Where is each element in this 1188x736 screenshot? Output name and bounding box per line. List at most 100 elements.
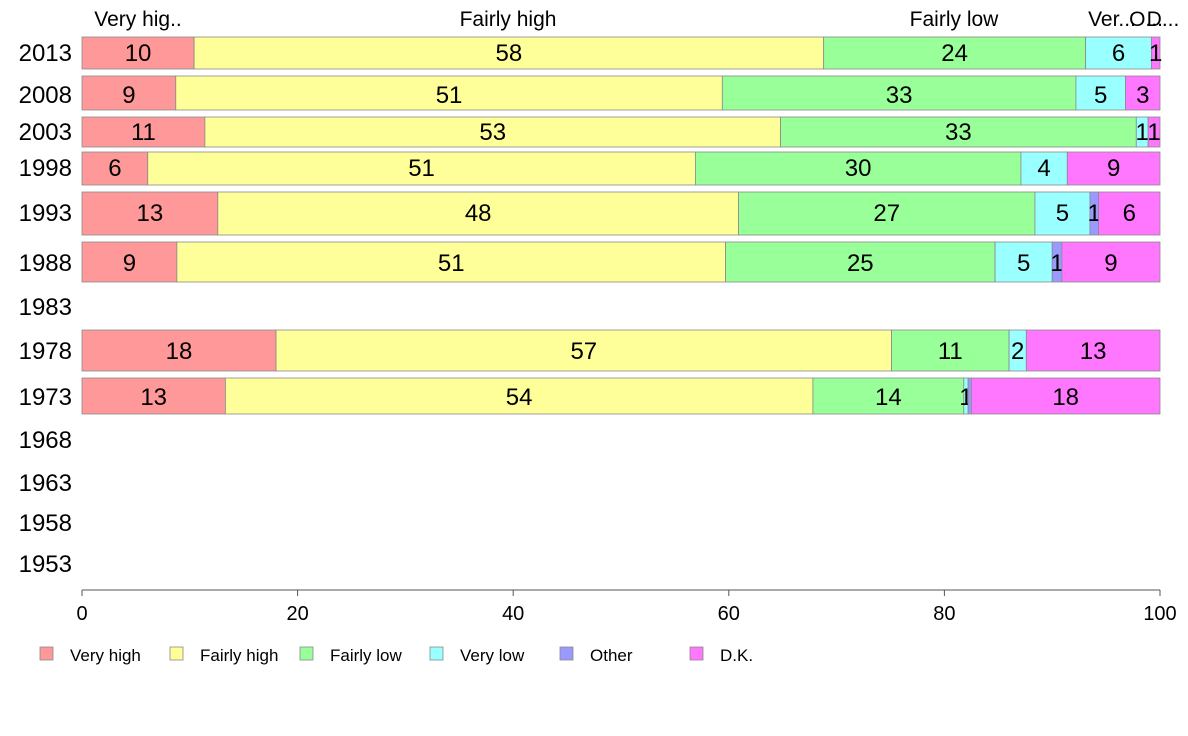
bar-segment (275, 329, 892, 372)
bar-segment (224, 377, 814, 415)
bar-segment (1066, 151, 1161, 186)
bar-value-label: 25 (847, 250, 874, 277)
legend-label: Fairly low (330, 646, 403, 665)
bar-value-label: 6 (1123, 200, 1136, 227)
bar-value-label: 2 (1011, 338, 1024, 365)
category-label: 1963 (19, 470, 72, 497)
legend-swatch (559, 646, 574, 661)
bar-segment (175, 75, 723, 111)
bar-value-label: 1 (1050, 250, 1063, 277)
x-tick-label: 80 (933, 603, 955, 625)
column-header: Fairly low (910, 8, 1000, 31)
legend-label: Very low (460, 646, 525, 665)
bar-value-label: 11 (131, 119, 156, 146)
bar-segment (694, 151, 1022, 186)
bar-value-label: 14 (875, 384, 902, 411)
bar-value-label: 5 (1056, 200, 1069, 227)
bar-value-label: 9 (122, 82, 135, 109)
bar-value-label: 1 (1088, 200, 1101, 227)
x-tick-label: 40 (502, 603, 524, 625)
category-label: 1998 (19, 155, 72, 182)
bar-value-label: 33 (945, 119, 972, 146)
x-tick-label: 100 (1143, 603, 1176, 625)
bar-value-label: 53 (479, 119, 506, 146)
legend-swatch (169, 646, 184, 661)
bar-value-label: 57 (570, 338, 597, 365)
bar-segment (970, 377, 1161, 415)
bar-segment (725, 241, 996, 283)
x-tick-label: 20 (286, 603, 308, 625)
category-labels: 2013 2008 2003 1998 1993 1988 1983 1978 1973 1968… (19, 40, 72, 578)
bar-segment (823, 36, 1087, 70)
bars: 10 58 24 6 19 51 33 5 311 53 33 116 51 30 4 913 48 27 5 1 69… (81, 36, 1162, 415)
bar-segment (81, 75, 177, 111)
bar-segment (1020, 151, 1068, 186)
bar-segment (81, 36, 195, 70)
bar-segment (81, 377, 226, 415)
bar-segment (891, 329, 1010, 372)
bar-value-label: 24 (941, 40, 968, 67)
legend: Very high Fairly high Fairly low Very low Ot… (39, 646, 753, 665)
x-tick-label: 60 (718, 603, 740, 625)
bar-value-label: 51 (436, 82, 463, 109)
bar-segment (1125, 75, 1161, 111)
legend-swatch (299, 646, 314, 661)
legend-label: Very high (70, 646, 141, 665)
bar-segment (217, 191, 739, 236)
x-axis: 0 20 40 60 80 100 (76, 589, 1177, 625)
bar-segment (721, 75, 1077, 111)
bar-segment (1061, 241, 1161, 283)
bar-segment (147, 151, 696, 186)
column-header: Very hig.. (94, 8, 182, 31)
bar-value-label: 6 (1112, 40, 1125, 67)
category-label: 1968 (19, 427, 72, 454)
bar-value-label: 5 (1017, 250, 1030, 277)
category-label: 1978 (19, 338, 72, 365)
bar-segment (738, 191, 1036, 236)
category-label: 2003 (19, 119, 72, 146)
category-label: 2013 (19, 40, 72, 67)
category-label: 1958 (19, 510, 72, 537)
legend-label: D.K. (720, 646, 753, 665)
bar-segment (176, 241, 726, 283)
bar-value-label: 3 (1136, 82, 1149, 109)
category-label: 1993 (19, 200, 72, 227)
column-headers: Very hig.. Fairly high Fairly low Ver...O..… (94, 8, 1179, 31)
bar-segment (81, 329, 277, 372)
bar-value-label: 10 (125, 40, 152, 67)
bar-value-label: 9 (1104, 250, 1117, 277)
bar-segment (81, 241, 178, 283)
bar-value-label: 6 (108, 155, 121, 182)
bar-segment (967, 377, 972, 415)
bar-value-label: 11 (938, 338, 963, 365)
bar-value-label: 18 (1052, 384, 1079, 411)
bar-value-label: 33 (886, 82, 913, 109)
bar-value-label: 1 (1147, 119, 1160, 146)
bar-value-label: 9 (123, 250, 136, 277)
bar-segment (994, 241, 1053, 283)
bar-value-label: 1 (1136, 119, 1149, 146)
x-tick-label: 0 (76, 603, 87, 625)
legend-swatch (429, 646, 444, 661)
bar-value-label: 13 (137, 200, 164, 227)
column-header: Fairly high (460, 8, 557, 31)
legend-label: Fairly high (200, 646, 278, 665)
category-label: 1973 (19, 384, 72, 411)
bar-value-label: 30 (845, 155, 872, 182)
bar-value-label: 51 (438, 250, 465, 277)
bar-value-label: 4 (1037, 155, 1050, 182)
column-header: Ver... (1088, 8, 1136, 31)
bar-segment (1147, 116, 1161, 148)
bar-segment (81, 191, 219, 236)
legend-swatch (689, 646, 704, 661)
category-label: 1988 (19, 250, 72, 277)
category-label: 2008 (19, 82, 72, 109)
legend-swatch (39, 646, 54, 661)
bar-value-label: 18 (166, 338, 193, 365)
bar-segment (1034, 191, 1091, 236)
bar-value-label: 48 (465, 200, 492, 227)
bar-segment (1025, 329, 1161, 372)
bar-segment (1098, 191, 1161, 236)
bar-segment (81, 151, 149, 186)
